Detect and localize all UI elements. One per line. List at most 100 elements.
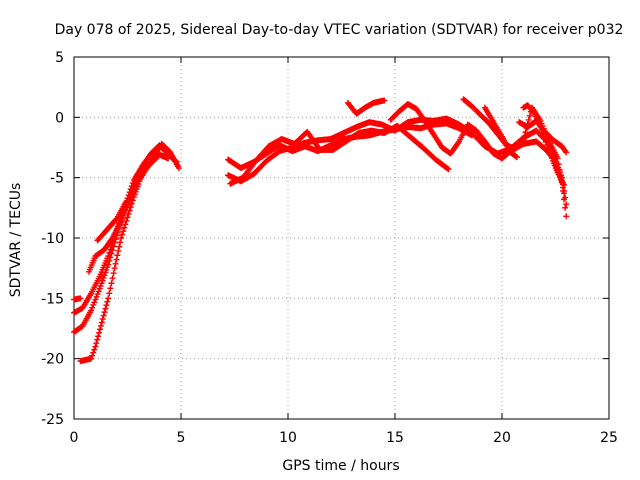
data-point (94, 336, 101, 343)
data-point (561, 190, 568, 197)
data-point (526, 112, 533, 119)
data-point (123, 217, 130, 224)
data-point (563, 149, 570, 156)
data-point (522, 129, 529, 136)
data-point (98, 319, 105, 326)
data-point (91, 299, 98, 306)
series-track-n (516, 117, 570, 156)
series-track-i (227, 122, 452, 187)
data-point (107, 285, 114, 292)
data-point (107, 246, 114, 253)
data-point (545, 145, 552, 152)
data-point (541, 136, 548, 143)
data-point (97, 322, 104, 329)
data-point (111, 265, 118, 272)
data-point (124, 214, 131, 221)
y-tick-label: -5 (50, 171, 64, 187)
data-point (125, 211, 132, 218)
y-tick-label: -15 (41, 291, 64, 307)
x-tick-label: 5 (177, 430, 186, 446)
data-point (96, 329, 103, 336)
data-point (562, 204, 569, 211)
data-point (104, 298, 111, 305)
data-point (113, 256, 120, 263)
data-point (102, 305, 109, 312)
data-point (114, 252, 121, 259)
y-tick-label: 5 (55, 50, 64, 66)
data-point (445, 166, 452, 173)
x-tick-label: 0 (70, 430, 79, 446)
data-point (93, 293, 100, 300)
data-point (120, 228, 127, 235)
data-point (96, 326, 103, 333)
data-point (99, 316, 106, 323)
axis-ticks: 0 5 10 15 20 25 -25 -20 -15 -10 -5 0 5 (41, 50, 618, 446)
data-point (88, 307, 95, 314)
data-point (109, 275, 116, 282)
series-track-b (71, 142, 180, 316)
data-point (521, 133, 528, 140)
data-point (92, 296, 99, 303)
data-point (563, 213, 570, 220)
data-point (513, 154, 520, 161)
data-point (95, 333, 102, 340)
series-track-j (344, 97, 388, 117)
data-point (89, 304, 96, 311)
y-tick-label: -25 (41, 412, 64, 428)
data-point (444, 165, 451, 172)
data-point (120, 212, 127, 219)
data-point (105, 253, 112, 260)
x-tick-label: 15 (386, 430, 404, 446)
x-tick-label: 20 (493, 430, 511, 446)
data-point (128, 200, 135, 207)
data-point (542, 139, 549, 146)
data-point (129, 197, 136, 204)
data-point (121, 224, 128, 231)
data-point (93, 340, 100, 347)
data-point (525, 116, 532, 123)
data-point (92, 343, 99, 350)
data-point (119, 231, 126, 238)
data-point (94, 291, 101, 298)
data-point (539, 130, 546, 137)
y-tick-label: -20 (41, 352, 64, 368)
series-track-h (225, 115, 570, 208)
data-point (110, 270, 117, 277)
data-point (555, 161, 562, 168)
series-track-d (71, 295, 84, 303)
data-point (88, 355, 95, 362)
data-point (103, 302, 110, 309)
data-point (519, 138, 526, 145)
data-point (119, 215, 126, 222)
y-tick-label: -10 (41, 231, 64, 247)
data-point (116, 243, 123, 250)
data-point (106, 249, 113, 256)
data-point (95, 288, 102, 295)
x-axis-label: GPS time / hours (282, 458, 399, 474)
x-tick-label: 25 (600, 430, 618, 446)
data-point (108, 280, 115, 287)
data-point (115, 247, 122, 254)
data-point (91, 346, 98, 353)
data-point (122, 221, 129, 228)
data-point (520, 137, 527, 144)
data-point (90, 301, 97, 308)
data-points (71, 96, 570, 365)
data-point (100, 312, 107, 319)
y-axis-label: SDTVAR / TECUs (8, 183, 24, 298)
series-track-f (94, 200, 129, 244)
data-point (118, 235, 125, 241)
data-point (101, 309, 108, 316)
data-point (106, 290, 113, 297)
data-point (122, 200, 129, 207)
data-point (561, 196, 568, 203)
data-point (543, 142, 550, 149)
data-point (89, 352, 96, 359)
data-point (112, 260, 119, 267)
data-point (554, 155, 561, 162)
data-point (537, 123, 544, 130)
data-point (530, 108, 537, 115)
data-point (129, 180, 136, 187)
series-track-c (77, 140, 182, 365)
